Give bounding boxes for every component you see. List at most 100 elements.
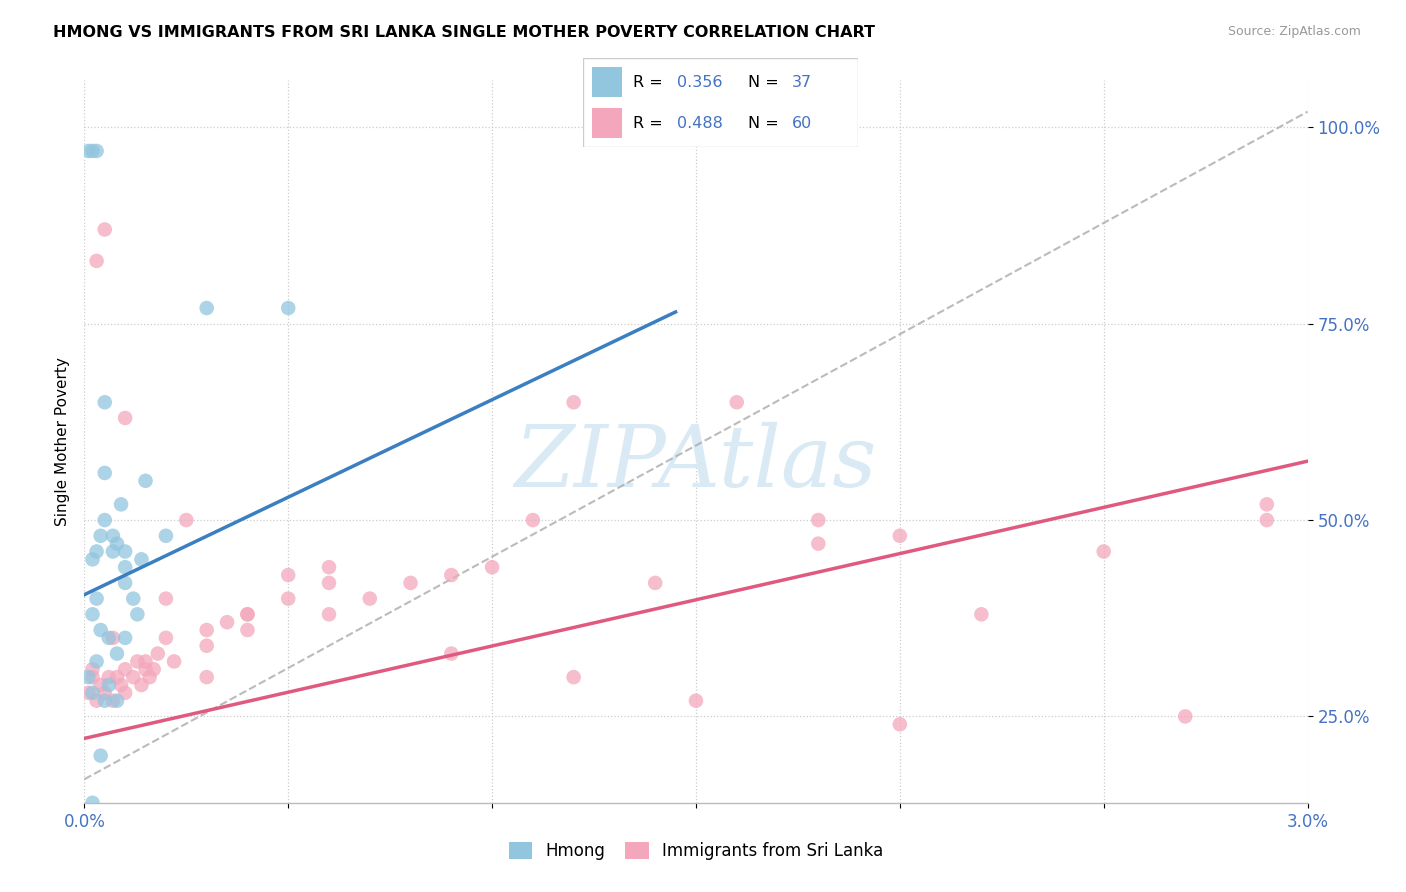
- Point: [105, 647, 128, 661]
- Point: [135, 474, 157, 488]
- Point: [114, 686, 136, 700]
- Point: [90, 748, 112, 763]
- Point: [277, 301, 299, 315]
- Point: [110, 678, 132, 692]
- Point: [138, 670, 160, 684]
- Point: [399, 575, 422, 590]
- Point: [82, 662, 104, 676]
- Point: [1092, 544, 1115, 558]
- Point: [155, 529, 177, 543]
- Point: [114, 560, 136, 574]
- Point: [236, 623, 259, 637]
- Point: [86, 253, 108, 268]
- Point: [277, 591, 299, 606]
- Point: [277, 568, 299, 582]
- Point: [440, 647, 463, 661]
- Point: [93, 395, 117, 409]
- Point: [644, 575, 666, 590]
- Point: [146, 647, 169, 661]
- Point: [889, 717, 911, 731]
- Point: [807, 513, 830, 527]
- Point: [114, 631, 136, 645]
- Point: [318, 607, 340, 622]
- Point: [562, 670, 585, 684]
- Point: [1092, 827, 1115, 841]
- Point: [77, 670, 100, 684]
- Point: [101, 694, 124, 708]
- Point: [86, 591, 108, 606]
- Point: [970, 607, 993, 622]
- Text: N =: N =: [748, 75, 785, 89]
- Point: [105, 694, 128, 708]
- Point: [114, 411, 136, 425]
- Point: [318, 560, 340, 574]
- Text: R =: R =: [633, 75, 668, 89]
- Point: [93, 466, 117, 480]
- Text: 37: 37: [792, 75, 813, 89]
- Point: [97, 631, 120, 645]
- Text: 0.356: 0.356: [676, 75, 723, 89]
- Point: [82, 796, 104, 810]
- Point: [440, 568, 463, 582]
- Point: [122, 670, 145, 684]
- Y-axis label: Single Mother Poverty: Single Mother Poverty: [55, 357, 70, 526]
- Point: [82, 670, 104, 684]
- Point: [155, 591, 177, 606]
- Point: [195, 670, 218, 684]
- Point: [93, 222, 117, 236]
- Point: [481, 560, 503, 574]
- Point: [135, 662, 157, 676]
- Point: [142, 662, 165, 676]
- Point: [86, 144, 108, 158]
- Text: R =: R =: [633, 116, 668, 130]
- Point: [155, 631, 177, 645]
- Point: [90, 678, 112, 692]
- Point: [359, 591, 381, 606]
- Point: [82, 686, 104, 700]
- Point: [86, 544, 108, 558]
- Point: [97, 678, 120, 692]
- Point: [318, 575, 340, 590]
- Point: [101, 544, 124, 558]
- Point: [889, 529, 911, 543]
- Point: [77, 144, 100, 158]
- Point: [93, 686, 117, 700]
- Text: 60: 60: [792, 116, 813, 130]
- Point: [90, 529, 112, 543]
- Point: [236, 607, 259, 622]
- Text: ZIPAtlas: ZIPAtlas: [515, 422, 877, 505]
- Point: [1256, 497, 1278, 511]
- Text: Source: ZipAtlas.com: Source: ZipAtlas.com: [1227, 25, 1361, 38]
- Point: [93, 694, 117, 708]
- Point: [131, 678, 153, 692]
- FancyBboxPatch shape: [583, 58, 858, 147]
- Point: [127, 607, 149, 622]
- Point: [82, 144, 104, 158]
- Point: [110, 497, 132, 511]
- Point: [522, 513, 544, 527]
- Point: [114, 575, 136, 590]
- Point: [176, 513, 198, 527]
- Point: [807, 536, 830, 550]
- Text: HMONG VS IMMIGRANTS FROM SRI LANKA SINGLE MOTHER POVERTY CORRELATION CHART: HMONG VS IMMIGRANTS FROM SRI LANKA SINGL…: [53, 25, 876, 40]
- Point: [217, 615, 239, 630]
- Point: [131, 552, 153, 566]
- Point: [86, 694, 108, 708]
- Point: [101, 529, 124, 543]
- Point: [725, 395, 748, 409]
- Point: [97, 670, 120, 684]
- Point: [105, 670, 128, 684]
- Point: [195, 639, 218, 653]
- Point: [122, 591, 145, 606]
- Point: [562, 395, 585, 409]
- Point: [114, 544, 136, 558]
- Point: [163, 655, 186, 669]
- Point: [114, 662, 136, 676]
- Legend: Hmong, Immigrants from Sri Lanka: Hmong, Immigrants from Sri Lanka: [502, 835, 890, 867]
- Bar: [592, 108, 621, 138]
- Point: [135, 655, 157, 669]
- Point: [105, 536, 128, 550]
- Bar: [592, 67, 621, 97]
- Point: [127, 655, 149, 669]
- Point: [90, 623, 112, 637]
